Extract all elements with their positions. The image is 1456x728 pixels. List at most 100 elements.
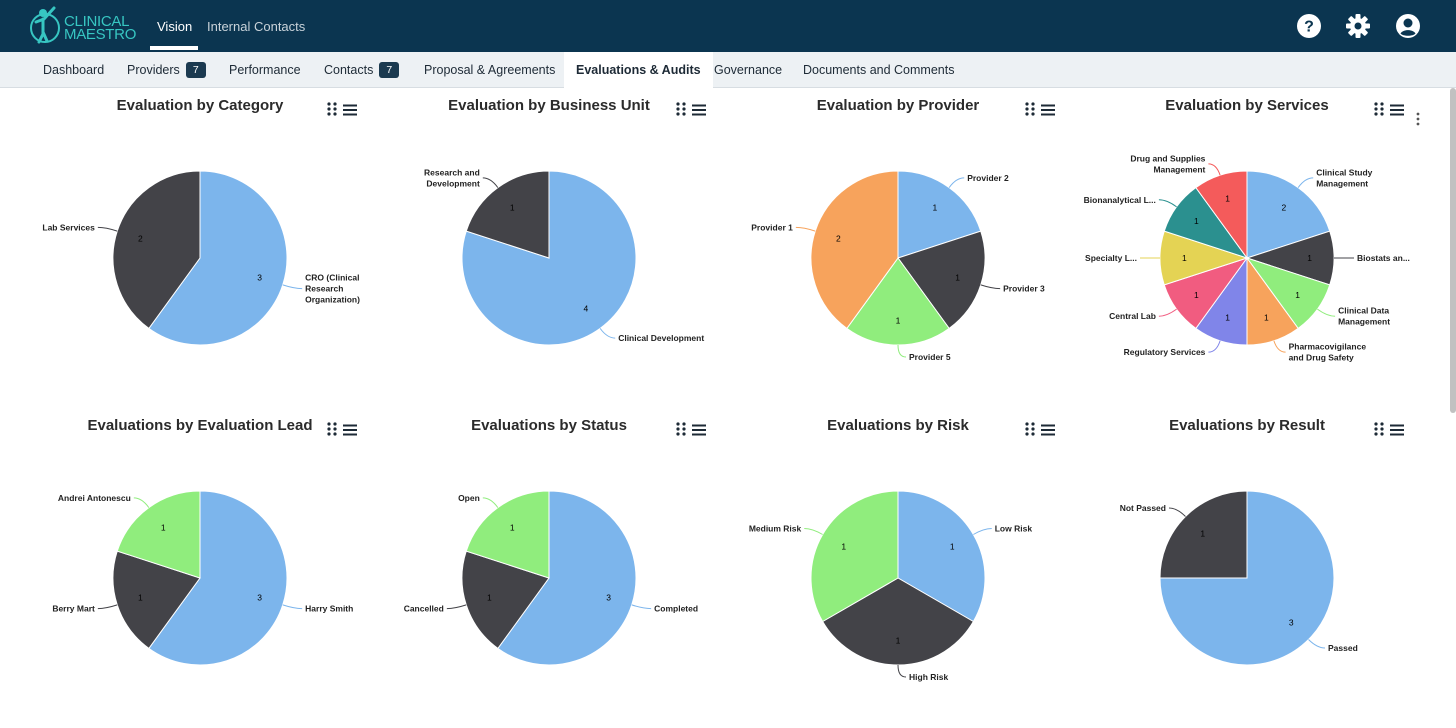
slice-category-label: Completed [654,604,698,614]
chart-panel-evaluations-by-risk: 1 Low Risk 1 High Risk 1 Medium Risk Evaluatio… [723,408,1073,728]
drag-handle-icon[interactable] [1025,102,1035,116]
chart-menu-icon[interactable] [692,424,706,436]
pie-slice-low-risk[interactable] [897,490,986,623]
slice-category-label: Clinical Data Management [1338,306,1390,327]
slice-category-label: Berry Mart [52,604,95,614]
slice-value-label: 3 [257,592,262,602]
pie-chart-evaluations-by-risk: 1 Low Risk 1 High Risk 1 Medium Risk [749,490,1033,682]
chart-menu-icon[interactable] [343,424,357,436]
pie-slice-andrei-antonescu[interactable] [116,490,201,579]
tab-documents-comments[interactable]: Documents and Comments [803,52,954,88]
top-nav-vision[interactable]: Vision [157,19,193,34]
chart-menu-icon[interactable] [1390,104,1404,116]
drag-handle-icon[interactable] [1025,422,1035,436]
slice-category-label: Drug and Supplies Management [1130,153,1205,174]
pie-slice-berry-mart[interactable] [112,550,201,650]
tab-label: Documents and Comments [803,63,955,77]
tab-proposal-agreements[interactable]: Proposal & Agreements [424,52,555,88]
tab-providers[interactable]: Providers 7 [127,52,206,88]
slice-value-label: 1 [896,636,901,646]
top-nav-internal-contacts[interactable]: Internal Contacts [207,19,306,34]
drag-handle-icon[interactable] [327,422,337,436]
slice-category-label: Cancelled [404,604,444,614]
chart-menu-icon[interactable] [1390,424,1404,436]
slice-value-label: 1 [510,202,515,212]
help-icon[interactable]: ? [1296,13,1322,39]
slice-category-label: Low Risk [995,524,1033,534]
pie-slice-provider-2[interactable] [897,170,982,259]
tab-contacts[interactable]: Contacts 7 [324,52,400,88]
slice-category-label: Provider 2 [967,173,1009,183]
drag-handle-icon[interactable] [676,102,686,116]
sub-navigation-tabs: Dashboard Providers 7 Performance Contact… [0,52,1456,88]
pie-chart-evaluations-by-evaluation-lead: 3 Harry Smith 1 Berry Mart 1 Andrei Antonescu [52,490,353,666]
label-connector [482,497,499,508]
pie-slice-lab-services[interactable] [112,170,201,330]
label-connector [599,328,616,339]
pie-slice-provider-3[interactable] [897,230,986,330]
slice-category-label: High Risk [909,672,948,682]
pie-slice-clinical-study-management[interactable] [1246,170,1331,259]
drag-handle-icon[interactable] [1374,422,1384,436]
slice-category-label: Provider 5 [909,352,951,362]
app-logo[interactable]: CLINICAL MAESTRO [28,2,138,46]
drag-handle-icon[interactable] [676,422,686,436]
drag-handle-icon[interactable] [1374,102,1384,116]
slice-category-label: Clinical Development [618,333,704,343]
pie-slice-high-risk[interactable] [821,577,975,666]
active-nav-indicator [150,46,198,50]
label-connector [1308,639,1326,649]
gear-icon[interactable] [1345,13,1371,39]
account-icon[interactable] [1395,13,1421,39]
slice-value-label: 3 [606,592,611,602]
slice-value-label: 1 [161,522,166,532]
drag-handle-icon[interactable] [327,102,337,116]
pie-slice-provider-1[interactable] [810,170,899,330]
slice-category-label: Biostats an... [1357,253,1410,263]
label-connector [97,604,118,610]
slice-value-label: 1 [932,202,937,212]
slice-value-label: 1 [510,522,515,532]
chart-title: Evaluations by Evaluation Lead [87,417,313,434]
slice-category-label: Pharmacovigilance and Drug Safety [1289,342,1367,363]
pie-slice-research-and-development[interactable] [465,170,550,259]
tab-performance[interactable]: Performance [229,52,301,88]
pie-slice-harry-smith[interactable] [148,490,288,666]
slice-value-label: 1 [1295,290,1300,300]
svg-text:?: ? [1304,19,1314,36]
pie-slice-provider-5[interactable] [846,257,950,346]
chart-menu-icon[interactable] [1041,104,1055,116]
slice-value-label: 1 [841,542,846,552]
tab-evaluations-audits[interactable]: Evaluations & Audits [564,52,713,88]
slice-category-label: Clinical Study Management [1316,167,1372,188]
chart-menu-icon[interactable] [692,104,706,116]
tab-label: Performance [229,63,301,77]
label-connector [1317,308,1336,317]
logo-text-line2: MAESTRO [64,26,137,43]
slice-value-label: 1 [950,542,955,552]
pie-chart-evaluation-by-provider: 1 Provider 2 1 Provider 3 1 Provider 5 2 Provid… [751,170,1045,362]
slice-value-label: 1 [1307,253,1312,263]
vertical-scrollbar[interactable] [1450,88,1456,413]
chart-title: Evaluation by Category [116,97,284,114]
chart-menu-icon[interactable] [343,104,357,116]
pie-slice-medium-risk[interactable] [810,490,899,623]
chart-menu-icon[interactable] [1041,424,1055,436]
slice-value-label: 2 [138,234,143,244]
pie-slice-passed[interactable] [1159,490,1335,666]
pie-slice-cro-clinical-research-organization[interactable] [148,170,288,346]
chart-title: Evaluation by Provider [816,97,980,114]
slice-value-label: 1 [487,592,492,602]
slice-value-label: 1 [955,272,960,282]
logo-mark-icon [30,6,60,44]
pie-slice-cancelled[interactable] [461,550,550,650]
more-vertical-icon[interactable] [1412,110,1424,128]
pie-slice-completed[interactable] [497,490,637,666]
slice-value-label: 1 [896,316,901,326]
tab-governance[interactable]: Governance [714,52,782,88]
slice-category-label: Passed [1328,643,1358,653]
pie-slice-drug-and-supplies-management[interactable] [1195,170,1248,260]
pie-slice-open[interactable] [465,490,550,579]
count-badge: 7 [185,61,206,78]
tab-dashboard[interactable]: Dashboard [43,52,104,88]
